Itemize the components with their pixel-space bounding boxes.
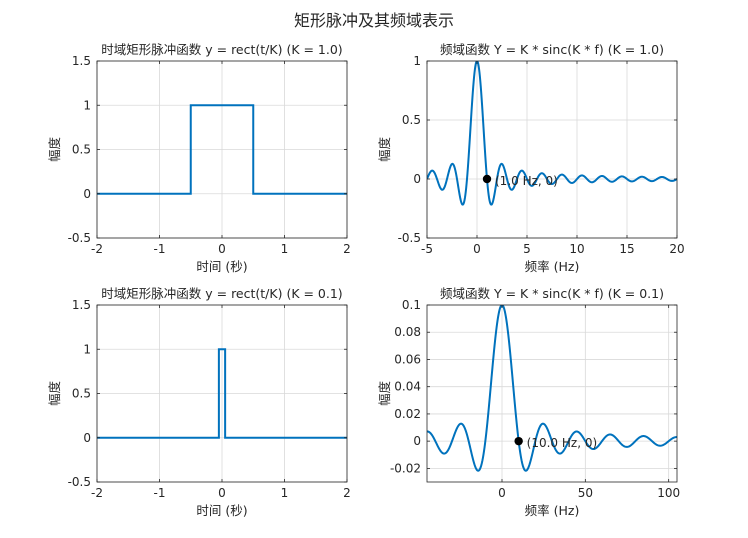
y-tick-label: 0 xyxy=(413,434,421,448)
x-axis-label: 频率 (Hz) xyxy=(525,503,580,518)
x-tick-label: 0 xyxy=(218,486,226,500)
x-tick-label: 1 xyxy=(281,242,289,256)
x-tick-label: 0 xyxy=(473,242,481,256)
y-tick-label: 1 xyxy=(413,54,421,68)
y-tick-label: 1 xyxy=(83,342,91,356)
y-axis-label: 幅度 xyxy=(377,137,392,163)
subplot-1: -2 -1 0 1 2 -0.5 0 0.5 1 1.5 时域矩形脉冲函数 y = rect(t/K… xyxy=(47,42,351,274)
x-tick-label: 15 xyxy=(619,242,634,256)
series-line xyxy=(427,61,677,206)
x-tick-label: 0 xyxy=(218,242,226,256)
x-tick-label: 2 xyxy=(343,486,351,500)
y-tick-label: 1.5 xyxy=(72,54,91,68)
y-axis-label: 幅度 xyxy=(47,381,62,407)
figure-title: 矩形脉冲及其频域表示 xyxy=(294,11,454,30)
subplot-title: 时域矩形脉冲函数 y = rect(t/K) (K = 1.0) xyxy=(101,42,342,57)
x-tick-label: 0 xyxy=(498,486,506,500)
y-tick-label: 0.5 xyxy=(402,113,421,127)
x-axis-label: 时间 (秒) xyxy=(196,503,247,518)
x-tick-label: 50 xyxy=(578,486,593,500)
subplot-3: -2 -1 0 1 2 -0.5 0 0.5 1 1.5 时域矩形脉冲函数 y = rect(t/K… xyxy=(47,286,351,518)
zero-crossing-label: (1.0 Hz, 0) xyxy=(495,174,558,188)
subplot-title: 时域矩形脉冲函数 y = rect(t/K) (K = 0.1) xyxy=(101,286,342,301)
x-tick-label: 100 xyxy=(657,486,680,500)
y-tick-label: 0.1 xyxy=(402,298,421,312)
x-axis-label: 时间 (秒) xyxy=(196,259,247,274)
series-line xyxy=(97,104,347,195)
y-tick-label: 1.5 xyxy=(72,298,91,312)
plot-area xyxy=(427,305,677,482)
y-tick-label: -0.02 xyxy=(390,461,421,475)
y-tick-label: 0.08 xyxy=(394,325,421,339)
y-tick-label: 0 xyxy=(413,172,421,186)
y-tick-label: 0.02 xyxy=(394,407,421,421)
zero-crossing-label: (10.0 Hz, 0) xyxy=(527,436,597,450)
x-tick-label: -5 xyxy=(421,242,433,256)
y-tick-label: 0.06 xyxy=(394,352,421,366)
y-tick-label: -0.5 xyxy=(68,231,91,245)
axes-box xyxy=(426,304,678,483)
zero-crossing-marker xyxy=(482,174,492,184)
series-line xyxy=(427,305,677,472)
y-axis-label: 幅度 xyxy=(377,381,392,407)
y-tick-label: -0.5 xyxy=(68,475,91,489)
axes-box xyxy=(426,60,678,239)
zero-crossing-marker xyxy=(514,436,523,446)
subplot-2: (1.0 Hz, 0) -5 0 5 10 15 20 -0.5 0 0.5 1 频域函数 Y = K… xyxy=(377,42,685,274)
x-tick-label: 1 xyxy=(281,486,289,500)
x-tick-label: 10 xyxy=(569,242,584,256)
series-line xyxy=(97,348,347,439)
x-tick-label: -2 xyxy=(91,242,103,256)
x-tick-label: -2 xyxy=(91,486,103,500)
y-tick-label: -0.5 xyxy=(398,231,421,245)
y-tick-label: 1 xyxy=(83,98,91,112)
x-tick-label: 5 xyxy=(523,242,531,256)
x-tick-label: 20 xyxy=(669,242,684,256)
x-tick-label: -1 xyxy=(154,486,166,500)
y-tick-label: 0.5 xyxy=(72,143,91,157)
x-axis-label: 频率 (Hz) xyxy=(525,259,580,274)
y-tick-label: 0 xyxy=(83,187,91,201)
y-axis-label: 幅度 xyxy=(47,137,62,163)
subplot-4: (10.0 Hz, 0) 0 50 100 -0.02 0 0.02 0.04 0.06 0.08… xyxy=(377,286,680,518)
x-tick-label: 2 xyxy=(343,242,351,256)
subplot-title: 频域函数 Y = K * sinc(K * f) (K = 1.0) xyxy=(440,42,664,57)
y-tick-label: 0.04 xyxy=(394,380,421,394)
y-tick-label: 0.5 xyxy=(72,387,91,401)
plot-area xyxy=(427,61,677,238)
x-tick-label: -1 xyxy=(154,242,166,256)
subplot-title: 频域函数 Y = K * sinc(K * f) (K = 0.1) xyxy=(440,286,664,301)
y-tick-label: 0 xyxy=(83,431,91,445)
